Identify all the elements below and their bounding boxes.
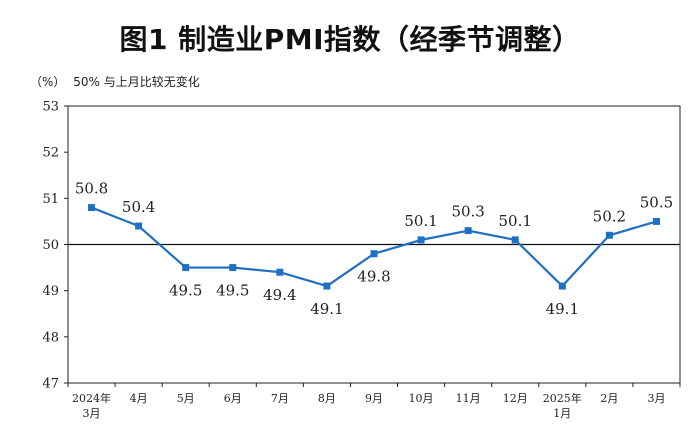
data-label: 49.4 <box>263 286 296 304</box>
x-tick-label: 7月 <box>271 392 289 405</box>
x-tick-label: 2月 <box>600 392 618 405</box>
x-tick-label: 3月 <box>83 407 101 420</box>
threshold-note: 50% 与上月比较无变化 <box>73 75 200 89</box>
data-label: 49.1 <box>546 300 579 318</box>
y-tick-label: 50 <box>42 238 59 253</box>
data-label: 50.1 <box>499 212 532 230</box>
data-label: 50.3 <box>451 203 484 221</box>
y-tick-label: 48 <box>42 330 59 345</box>
y-tick-label: 52 <box>42 146 59 161</box>
x-tick-label: 4月 <box>130 392 148 405</box>
data-label: 50.5 <box>640 193 673 211</box>
x-tick-label: 1月 <box>553 407 571 420</box>
data-point-marker <box>605 231 613 239</box>
data-point-marker <box>229 264 237 272</box>
x-tick-label: 8月 <box>318 392 336 405</box>
data-label: 50.4 <box>122 198 155 216</box>
data-label: 50.2 <box>593 207 626 225</box>
data-point-marker <box>511 236 519 244</box>
data-label: 50.1 <box>404 212 437 230</box>
y-tick-label: 47 <box>42 377 59 392</box>
data-point-marker <box>135 222 143 230</box>
y-tick-label: 49 <box>42 284 59 299</box>
unit-label: （%） <box>30 75 66 89</box>
data-point-marker <box>88 204 96 212</box>
data-label: 49.5 <box>216 282 249 300</box>
data-label: 49.5 <box>169 282 202 300</box>
data-point-marker <box>464 227 472 235</box>
data-labels: 50.8 50.4 49.5 49.5 49.4 49.1 49.8 50.1 50.3 50.1… <box>75 180 673 318</box>
data-point-marker <box>276 268 284 276</box>
x-tick-label: 2025年 <box>543 391 582 405</box>
y-axis: 47 48 49 50 51 52 53 <box>42 100 68 392</box>
x-tick-label: 12月 <box>503 392 528 405</box>
x-tick-label: 9月 <box>365 392 383 405</box>
data-label: 49.1 <box>310 300 343 318</box>
data-point-marker <box>558 282 566 290</box>
data-point-marker <box>182 264 190 272</box>
data-point-marker <box>323 282 331 290</box>
data-point-marker <box>370 250 378 258</box>
data-label: 49.8 <box>357 268 390 286</box>
data-label: 50.8 <box>75 180 108 198</box>
x-tick-label: 6月 <box>224 392 242 405</box>
chart-note: （%） 50% 与上月比较无变化 <box>30 73 204 90</box>
series-markers <box>88 204 660 290</box>
data-point-marker <box>652 217 660 225</box>
x-tick-label: 10月 <box>409 392 434 405</box>
y-tick-label: 53 <box>42 100 59 115</box>
x-tick-label: 3月 <box>647 392 665 405</box>
x-tick-label: 2024年 <box>72 391 111 405</box>
x-tick-label: 5月 <box>177 392 195 405</box>
x-axis: 2024年 3月 4月 5月 6月 7月 8月 9月 10月 11月 12月 2025年 1月 2月 3月 <box>67 383 681 420</box>
data-point-marker <box>417 236 425 244</box>
x-tick-label: 11月 <box>456 392 481 405</box>
y-tick-label: 51 <box>42 192 59 207</box>
chart-title: 图1 制造业PMI指数（经季节调整） <box>119 23 581 56</box>
